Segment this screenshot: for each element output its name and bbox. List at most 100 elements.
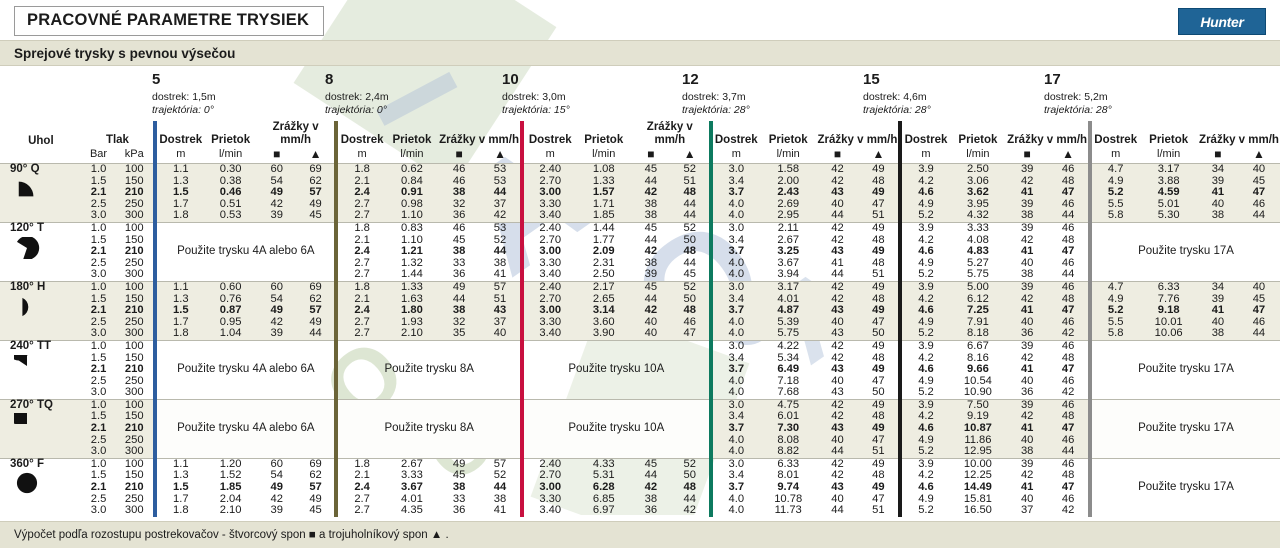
precip-triangle-cell: 48 [872,469,885,482]
table-row: 240° TT 1.0 100 Použite trysku 4A alebo 6A P… [0,339,1280,400]
nozzle-trajectory: trajektória: 0° [152,104,214,116]
reach-cell: 3.7 [708,481,760,494]
pressure-bar: 2.1 [90,245,107,258]
flow-cell: 5.75 [967,268,989,281]
reach-cell: 4.0 [708,316,760,329]
flow-cell: 2.17 [576,280,631,294]
reach-cell: 4.0 [708,505,760,517]
reach-cell: 1.8 [334,221,386,235]
nozzle-header-5: 5 dostrek: 1,5m trajektória: 0° [152,72,216,117]
pressure-bar: 1.5 [81,293,116,306]
pressure-kpa: 150 [124,233,144,246]
precip-triangle-cell: 46 [1048,339,1091,353]
three-quarter-circle-icon [14,413,27,425]
precip-triangle-cell: 50 [683,233,696,246]
precip-square-cell: 39 [1198,293,1238,306]
precip-square-cell: 40 [630,327,671,341]
flow-cell: 7.50 [949,398,1007,412]
flow-cell: 7.76 [1139,293,1199,306]
flow-cell: 15.81 [963,492,992,505]
pressure-kpa: 100 [115,280,156,294]
triangle-icon: ▲ [683,147,696,161]
precip-triangle-cell: 69 [296,457,337,471]
reach-cell: 4.9 [898,493,950,506]
precip-square-cell: 60 [256,280,297,294]
precip-triangle-cell: 45 [1237,175,1280,188]
reach-cell: 5.2 [898,327,950,341]
flow-cell: 4.75 [759,398,817,412]
pressure-kpa: 300 [124,268,144,281]
col-header-precip-12: Zrážky v mm/h [817,134,898,146]
reach-cell: 3.9 [898,457,950,471]
page-title-text: PRACOVNÉ PARAMETRE TRYSIEK [27,11,310,29]
precip-triangle-cell: 48 [683,481,696,494]
precip-triangle-cell: 48 [872,233,885,246]
col-header-reach-8: Dostrek [334,121,386,148]
col-header-angle: Uhol [28,135,54,147]
flow-cell: 3.60 [576,316,631,329]
precip-triangle-cell: 42 [1061,386,1075,399]
square-icon: ■ [833,147,842,161]
precip-triangle-cell: 44 [1237,210,1280,223]
two-thirds-circle-icon [14,354,28,366]
precip-triangle-cell: 48 [858,175,901,188]
precip-square-cell: 42 [816,457,859,471]
pressure-bar: 3.0 [90,268,107,281]
precip-square-cell: 43 [831,386,844,399]
reach-cell: 4.0 [708,434,760,447]
precip-square-cell: 37 [1020,504,1034,517]
precip-triangle-cell: 40 [1237,162,1280,176]
precip-square-cell: 54 [256,175,297,188]
nozzle-header-12: 12 dostrek: 3,7m trajektória: 28° [682,72,750,117]
flow-cell: 9.66 [967,363,989,376]
precip-square-cell: 42 [1006,411,1049,424]
col-header-kpa: kPa [124,148,144,160]
angle-cell-360F: 360° F [0,457,82,517]
flow-cell: 2.09 [592,245,615,258]
reach-cell: 5.8 [1088,327,1140,341]
flow-cell: 0.51 [204,198,257,211]
reach-cell: 5.5 [1088,198,1140,211]
flow-cell: 3.90 [576,327,631,341]
precip-square-cell: 42 [1020,233,1034,246]
flow-cell: 1.10 [401,233,423,246]
reach-cell: 2.7 [334,493,386,506]
flow-cell: 1.57 [576,187,631,199]
precip-square-cell: 39 [1006,221,1049,235]
precip-square-cell: 39 [1006,398,1049,412]
precip-triangle-cell: 48 [1048,175,1091,188]
precip-square-cell: 60 [256,162,297,176]
reach-cell: 1.5 [153,305,205,317]
col-subheader-flow-unit-8: l/min [400,148,424,160]
angle-label: 360° F [10,457,45,470]
nozzle-trajectory: trajektória: 15° [502,104,570,116]
precip-square-cell: 41 [1006,305,1049,317]
precip-square-cell: 41 [1020,245,1034,258]
precip-triangle-cell: 48 [1048,293,1091,306]
pressure-bar: 1.5 [90,469,107,482]
col-subheader-flow-unit-15: l/min [966,148,990,160]
angle-cell-90Q: 90° Q [0,163,82,223]
angle-label: 240° TT [10,339,52,352]
precip-square-cell: 45 [452,233,466,246]
reach-cell: 1.8 [153,210,205,223]
table-row: 90° Q 1.0 100 1.1 0.30 60 69 1.8 0.62 46 53 2.40 1.0… [0,162,1280,223]
flow-cell: 6.33 [1139,280,1199,294]
flow-cell: 2.65 [576,293,631,306]
precip-square-cell: 39 [1006,162,1049,176]
precip-square-cell: 39 [1198,175,1238,188]
flow-cell: 11.86 [949,434,1007,447]
table-row: 1.5 150 1.3 0.38 54 62 2.1 0.84 46 53 2.70 1.33 44 51… [0,175,1280,188]
table-row: 3.0 300 1.8 0.53 39 45 2.7 1.10 36 42 3.40 1.85 38 44… [0,210,1280,223]
precip-triangle-cell: 50 [872,386,885,399]
reach-cell: 3.40 [520,268,577,282]
reach-cell: 4.6 [898,422,950,435]
table-row: 2.1 210 1.5 1.85 49 57 2.4 3.67 38 44 3.00 6.28 42 48… [0,481,1280,494]
nozzle-reach: dostrek: 5,2m [1044,91,1108,103]
precip-square-cell: 44 [630,293,671,306]
pressure-bar: 1.0 [81,162,116,176]
precip-triangle-cell: 51 [670,175,711,188]
reach-cell: 2.4 [334,305,386,317]
precip-triangle-cell: 44 [296,327,337,341]
reach-cell: 4.7 [1088,162,1140,176]
